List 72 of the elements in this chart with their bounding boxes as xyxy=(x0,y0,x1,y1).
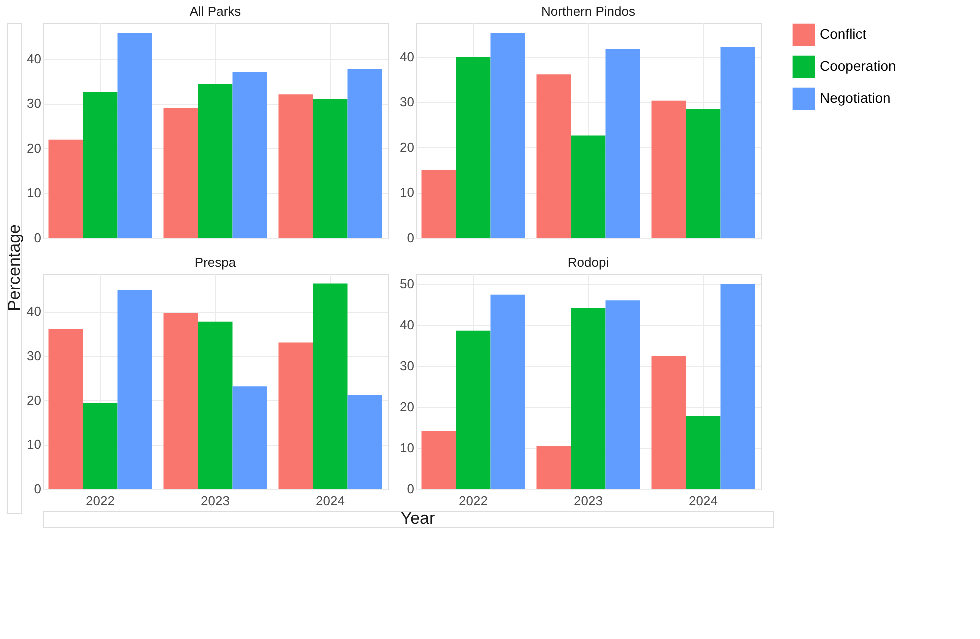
bar xyxy=(348,395,382,489)
bar xyxy=(83,403,118,489)
y-tick-label: 50 xyxy=(400,276,414,292)
bar xyxy=(686,416,721,489)
bar xyxy=(606,49,640,238)
y-tick-label: 40 xyxy=(400,318,414,333)
bar xyxy=(490,294,526,489)
x-tick-label: 2023 xyxy=(574,494,603,508)
bar xyxy=(232,72,268,238)
bar xyxy=(278,342,314,489)
legend-label: Cooperation xyxy=(820,58,896,74)
y-tick-label: 0 xyxy=(34,482,42,496)
bar xyxy=(278,94,314,238)
y-tick-label: 20 xyxy=(400,400,414,415)
y-tick-label: 10 xyxy=(27,186,42,201)
x-axis-title: Year xyxy=(400,509,436,528)
y-tick-label: 30 xyxy=(27,96,42,112)
bar xyxy=(571,308,606,489)
x-tick-label: 2022 xyxy=(86,494,115,508)
y-tick-label: 10 xyxy=(400,440,414,456)
x-tick-label: 2022 xyxy=(459,494,488,508)
bar xyxy=(83,92,118,238)
bar xyxy=(164,108,198,238)
bar xyxy=(348,69,382,238)
bar xyxy=(198,322,233,489)
y-tick-label: 40 xyxy=(27,51,42,66)
x-tick-label: 2023 xyxy=(201,494,230,508)
bar xyxy=(606,300,640,489)
x-tick-label: 2024 xyxy=(689,494,718,508)
bar xyxy=(652,100,686,238)
bar xyxy=(536,74,572,238)
y-tick-label: 10 xyxy=(400,185,414,200)
y-tick-label: 30 xyxy=(27,348,42,364)
legend-label: Negotiation xyxy=(820,90,891,106)
bar xyxy=(48,140,84,238)
y-tick-label: 20 xyxy=(400,140,414,155)
bar xyxy=(490,32,526,238)
y-tick-label: 30 xyxy=(400,358,414,374)
bar xyxy=(164,313,198,489)
y-tick-label: 30 xyxy=(400,94,414,110)
bar xyxy=(686,109,721,238)
y-tick-label: 10 xyxy=(27,437,42,452)
bar xyxy=(536,446,572,489)
bar xyxy=(313,284,348,489)
bar xyxy=(456,330,491,489)
y-tick-label: 0 xyxy=(407,230,414,246)
y-tick-label: 40 xyxy=(400,49,414,64)
chart-title: All Parks xyxy=(190,4,242,19)
bar xyxy=(456,56,491,238)
bar xyxy=(313,99,348,238)
bar xyxy=(232,386,268,489)
y-tick-label: 0 xyxy=(34,230,42,246)
bar xyxy=(118,290,152,489)
bar xyxy=(422,170,456,238)
y-tick-label: 20 xyxy=(27,392,42,408)
y-tick-label: 20 xyxy=(27,140,42,156)
chart-title: Prespa xyxy=(194,255,237,270)
bar xyxy=(198,84,233,238)
bar xyxy=(720,47,756,238)
bar xyxy=(118,33,152,238)
bar xyxy=(48,329,84,489)
y-axis-title: Percentage xyxy=(5,224,24,312)
legend-label: Conflict xyxy=(820,26,867,42)
x-tick-label: 2024 xyxy=(316,494,345,508)
bar xyxy=(422,431,456,489)
y-tick-label: 0 xyxy=(407,482,414,496)
chart-title: Northern Pindos xyxy=(542,4,636,19)
bar xyxy=(571,136,606,238)
y-tick-label: 40 xyxy=(27,304,42,320)
bar xyxy=(720,284,756,489)
bar xyxy=(652,356,686,489)
chart-title: Rodopi xyxy=(568,255,610,270)
